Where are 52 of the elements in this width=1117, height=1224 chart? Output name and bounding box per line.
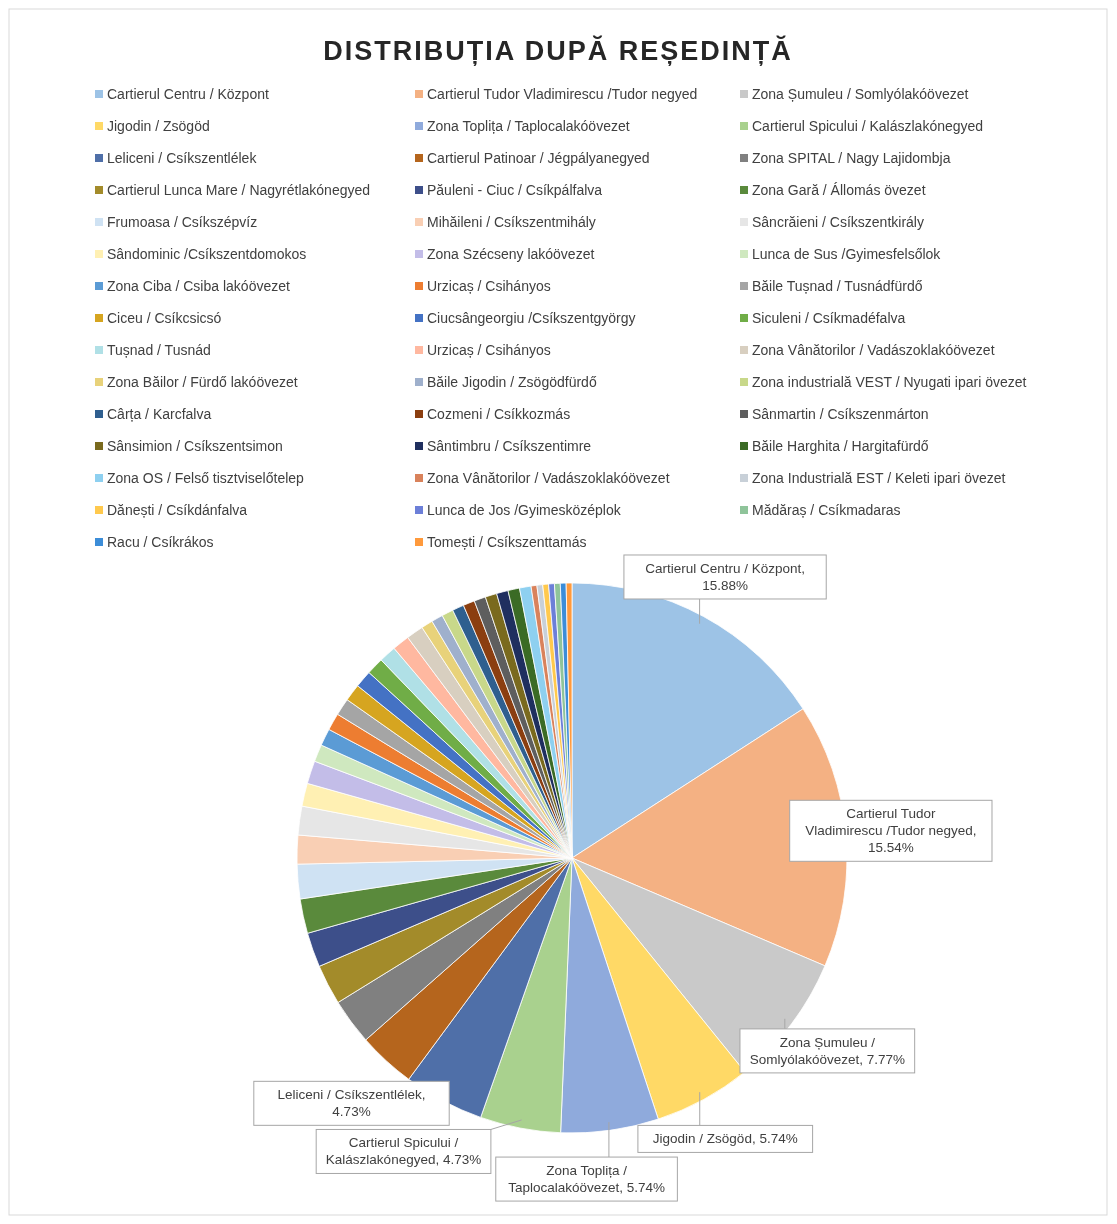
legend-label: Zona OS / Felső tisztviselőtelep [107,470,305,486]
data-label: Cartierul Tudor Vladimirescu /Tudor negyed, 15.54% [805,806,977,856]
data-label: Jigodin / Zsögöd, 5.74% [652,1131,798,1147]
legend-label: Tușnad / Tusnád [107,342,211,358]
legend-label: Zona Șumuleu / Somlyólakóövezet [752,86,969,102]
chart-title: DISTRIBUȚIA DUPĂ REȘEDINȚĂ [323,35,793,66]
legend-label: Sâncrăieni / Csíkszentkirály [752,214,924,230]
legend-label: Cartierul Lunca Mare / Nagyrétlakónegyed [107,182,371,198]
data-label: Cartierul Centru / Központ, 15.88% [645,560,805,593]
legend-label: Zona Vânătorilor / Vadászoklakóövezet [752,342,995,358]
legend-label: Racu / Csíkrákos [107,534,214,550]
data-label: Leliceni / Csíkszentlélek, 4.73% [277,1087,426,1120]
legend-label: Sândominic /Csíkszentdomokos [107,246,307,262]
legend-label: Cartierul Patinoar / Jégpályanegyed [427,150,650,166]
legend-label: Jigodin / Zsögöd [107,118,210,134]
legend-label: Zona Ciba / Csiba lakóövezet [107,278,290,294]
legend-label: Tomești / Csíkszenttamás [427,534,587,550]
legend-label: Cartierul Tudor Vladimirescu /Tudor negyed [427,86,698,102]
legend-label: Lunca de Sus /Gyimesfelsőlok [752,246,942,262]
legend-label: Leliceni / Csíkszentlélek [107,150,258,166]
legend-label: Zona SPITAL / Nagy Lajidombja [752,150,951,166]
legend-label: Cozmeni / Csíkkozmás [427,406,571,422]
data-label: Zona Toplița / Taplocalakóövezet, 5.74% [508,1163,665,1196]
data-label: Cartierul Spicului / Kalászlakónegyed, 4.73% [325,1135,482,1168]
data-label: Zona Șumuleu / Somlyólakóövezet, 7.77% [749,1034,905,1067]
legend-label: Siculeni / Csíkmadéfalva [752,310,906,326]
legend-label: Zona Gară / Állomás övezet [752,182,926,198]
legend-label: Zona Toplița / Taplocalakóövezet [427,118,630,134]
legend-label: Sânmartin / Csíkszenmárton [752,406,929,422]
legend-label: Lunca de Jos /Gyimesközéplok [427,502,622,518]
legend-label: Păuleni - Ciuc / Csíkpálfalva [427,182,603,198]
legend-label: Urzicaș / Csihányos [427,342,551,358]
legend-label: Cartierul Centru / Központ [107,86,269,102]
legend-label: Băile Harghita / Hargitafürdő [752,438,929,454]
legend-label: Zona Szécseny lakóövezet [427,246,595,262]
legend-label: Zona Industrială EST / Keleti ipari övezet [752,470,1006,486]
legend-label: Cârța / Karcfalva [107,406,212,422]
legend-label: Dănești / Csíkdánfalva [107,502,248,518]
legend-label: Băile Jigodin / Zsögödfürdő [427,374,597,390]
legend-label: Mădăraș / Csíkmadaras [752,502,901,518]
legend-label: Sântimbru / Csíkszentimre [427,438,592,454]
legend-label: Ciceu / Csíkcsicsó [107,310,222,326]
legend-label: Zona Vânătorilor / Vadászoklakóövezet [427,470,670,486]
legend-label: Frumoasa / Csíkszépvíz [107,214,258,230]
legend-label: Băile Tușnad / Tusnádfürdő [752,278,923,294]
legend-label: Urzicaș / Csihányos [427,278,551,294]
legend-label: Cartierul Spicului / Kalászlakónegyed [752,118,984,134]
legend-label: Zona Băilor / Fürdő lakóövezet [107,374,298,390]
legend-label: Mihăileni / Csíkszentmihály [427,214,596,230]
legend-label: Ciucsângeorgiu /Csíkszentgyörgy [427,310,636,326]
legend-label: Zona industrială VEST / Nyugati ipari övezet [752,374,1027,390]
legend-label: Sânsimion / Csíkszentsimon [107,438,283,454]
